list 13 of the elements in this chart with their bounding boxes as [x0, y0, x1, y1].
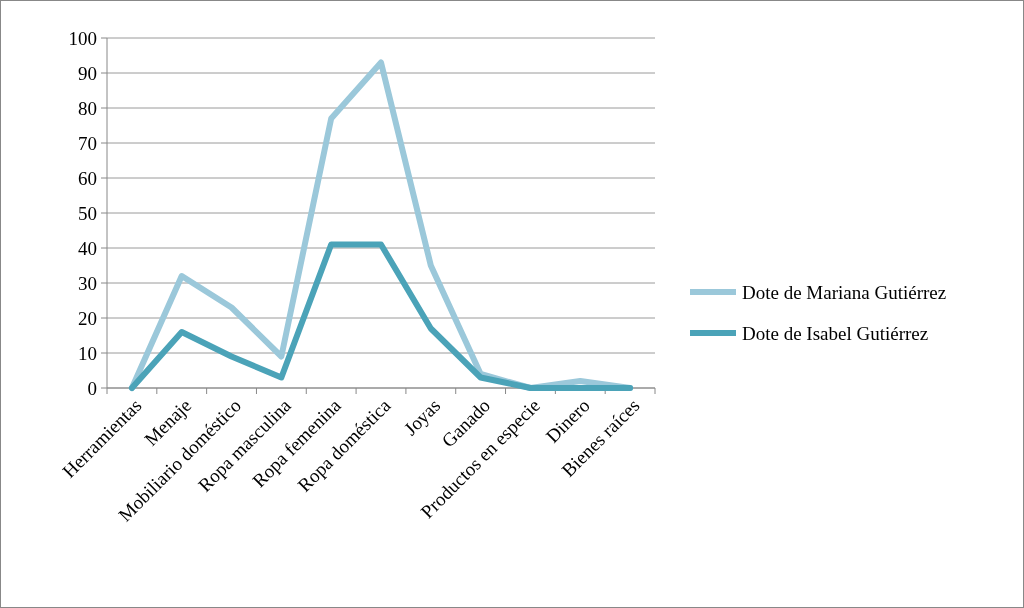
- y-tick-label: 60: [78, 167, 97, 189]
- legend-label: Dote de Mariana Gutiérrez: [742, 281, 947, 303]
- y-tick-label: 70: [78, 132, 97, 154]
- y-tick-label: 30: [78, 272, 97, 294]
- y-tick-label: 50: [78, 202, 97, 224]
- y-tick-label: 20: [78, 307, 97, 329]
- y-tick-label: 100: [68, 27, 97, 49]
- legend-label: Dote de Isabel Gutiérrez: [742, 322, 929, 344]
- y-tick-label: 80: [78, 97, 97, 119]
- y-tick-label: 40: [78, 237, 97, 259]
- y-tick-label: 90: [78, 62, 97, 84]
- y-tick-label: 10: [78, 342, 97, 364]
- y-tick-label: 0: [87, 377, 97, 399]
